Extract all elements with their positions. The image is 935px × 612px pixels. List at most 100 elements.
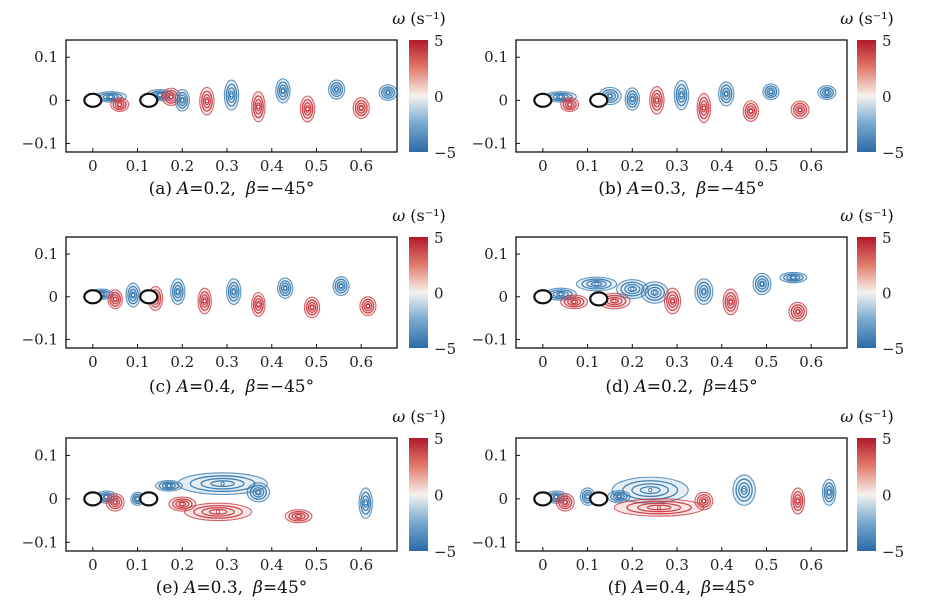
vortex-contour: [200, 477, 245, 490]
vortex-contour: [303, 102, 312, 116]
colorbar-unit: (s⁻¹): [858, 407, 894, 426]
colorbar-tick: −5: [882, 340, 904, 358]
positive-vortex: [742, 100, 759, 122]
vortex-core: [742, 488, 747, 493]
negative-vortex: [332, 276, 350, 297]
colorbar-tick: 0: [882, 487, 892, 505]
negative-vortex: [358, 487, 373, 519]
caption-value-a: 0.2: [661, 377, 688, 397]
positive-vortex: [105, 493, 125, 512]
cylinder-2: [139, 289, 159, 305]
x-tick-label: 0: [88, 157, 98, 175]
x-tick-label: 0.4: [260, 353, 284, 371]
y-tick-label: 0: [48, 288, 58, 306]
x-tick-label: 0.4: [710, 353, 734, 371]
vortex-contour: [361, 298, 375, 314]
vortex-contour: [102, 93, 119, 100]
negative-vortex: [821, 478, 837, 506]
y-tick-label: 0.1: [34, 48, 58, 66]
x-tick-label: 0: [538, 556, 548, 574]
negative-vortex: [718, 81, 735, 107]
vortex-contour: [562, 99, 577, 111]
vortex-contour: [127, 285, 139, 305]
vortex-contour: [278, 84, 288, 98]
vortex-contour: [252, 487, 265, 498]
vortex-contour: [385, 89, 392, 96]
vortex-contour: [332, 84, 342, 95]
vortex-contour: [280, 282, 290, 294]
x-tick-label: 0.3: [665, 556, 689, 574]
vortex-core: [283, 286, 288, 291]
vortex-field: [544, 79, 837, 124]
colorbar-tick: −5: [434, 340, 456, 358]
vortex-contour: [675, 83, 688, 107]
vortex-contour: [783, 273, 804, 282]
vortex-core: [363, 501, 368, 506]
vortex-contour: [721, 87, 731, 101]
vortex-contour: [254, 98, 263, 115]
negative-vortex: [170, 278, 186, 306]
positive-vortex: [251, 91, 266, 123]
colorbar-unit: (s⁻¹): [410, 407, 446, 426]
vortex-contour: [252, 95, 264, 119]
colorbar-label: ω (s⁻¹): [840, 9, 894, 28]
positive-vortex: [197, 287, 212, 315]
vortex-core: [256, 490, 261, 495]
negative-vortex: [378, 84, 397, 101]
vortex-core: [113, 297, 118, 302]
x-tick-label: 0.5: [305, 556, 329, 574]
caption-var-a: A: [632, 377, 646, 397]
caption-var-a: A: [175, 179, 189, 199]
vortex-contour: [111, 294, 120, 305]
negative-vortex: [275, 78, 291, 104]
negative-vortex: [177, 472, 268, 496]
vortex-contour: [724, 292, 737, 312]
caption-equals: =: [256, 179, 270, 199]
vortex-contour: [172, 281, 184, 302]
vortex-contour: [786, 274, 801, 281]
vortex-contour: [171, 498, 193, 510]
caption-label: (d): [605, 377, 629, 397]
x-tick-label: 0.3: [215, 556, 239, 574]
vortex-contour: [637, 502, 682, 513]
colorbar: [857, 237, 876, 348]
panel-caption: (f) A=0.4, β=45°: [608, 578, 756, 598]
x-tick-label: 0.3: [665, 353, 689, 371]
y-tick-label: 0.1: [34, 245, 58, 263]
vortex-core: [791, 275, 796, 280]
vortex-contour: [201, 507, 235, 517]
vortex-contour: [225, 83, 238, 107]
colorbar-label: ω (s⁻¹): [392, 9, 446, 28]
vortex-contour: [277, 81, 289, 101]
vortex-contour: [639, 486, 661, 495]
vortex-contour: [700, 287, 707, 296]
x-tick-label: 0: [88, 556, 98, 574]
caption-label: (b): [598, 179, 622, 199]
vortex-contour: [698, 496, 709, 506]
vortex-field: [94, 78, 397, 123]
vortex-core: [204, 99, 209, 104]
negative-vortex: [246, 482, 271, 503]
vortex-contour: [129, 288, 138, 302]
vortex-contour: [254, 298, 263, 311]
vortex-contour: [606, 93, 614, 99]
vortex-core: [585, 494, 590, 499]
panel-caption: (c) A=0.4, β=−45°: [149, 377, 314, 397]
vortex-core: [305, 106, 310, 111]
panel-b: 0 0.1 0.2 0.3 0.4 0.5 0.6 0.1 0 −0.1 5 0 −5 ω (s⁻¹) (b)…: [472, 9, 905, 199]
vortex-core: [795, 309, 800, 314]
x-tick-label: 0.5: [755, 353, 779, 371]
vortex-contour: [307, 301, 317, 314]
vortex-contour: [626, 500, 692, 515]
negative-vortex: [226, 278, 242, 306]
vortex-core: [607, 94, 612, 99]
negative-vortex: [328, 79, 346, 100]
vortex-contour: [651, 89, 663, 111]
colorbar-tick: 0: [434, 88, 444, 106]
caption-separator: ,: [231, 179, 236, 199]
colorbar-tick: −5: [434, 144, 456, 162]
positive-vortex: [722, 288, 739, 316]
caption-equals: =: [255, 377, 269, 397]
vortex-core: [630, 287, 635, 292]
vortex-core: [108, 94, 113, 99]
